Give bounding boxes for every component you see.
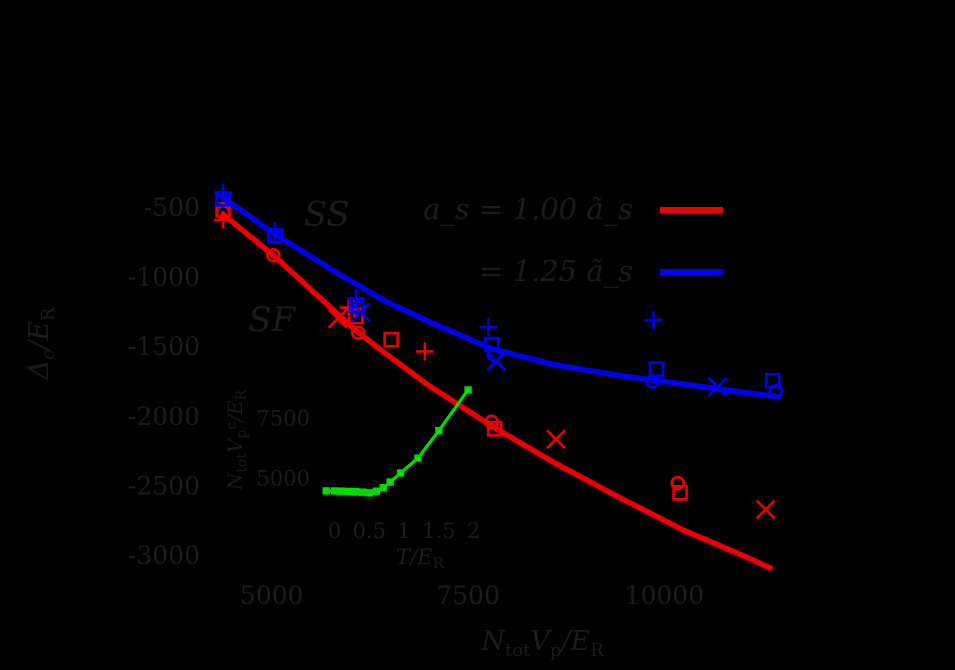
inset-y-tick-label: 7500 [257, 406, 310, 430]
main-x-axis-label: NtotVp/ER [404, 626, 664, 663]
marker-square [764, 372, 781, 389]
marker-circle [266, 248, 281, 263]
phase-annotations: SS SF [248, 194, 349, 340]
main-x-tick-labels: 5000 7500 10000 [240, 581, 704, 610]
svg-text:NtotVp/ER: NtotVp/ER [404, 626, 664, 663]
inset-x-tick-label: 1 [397, 519, 410, 543]
inset-marker [379, 484, 387, 492]
data-series-layer [214, 183, 784, 571]
inset-marker [365, 489, 374, 497]
inset-marker [396, 469, 405, 477]
phase-label-sf: SF [248, 300, 296, 340]
inset-marker [337, 487, 346, 495]
legend: a_s = 1.00 ã_s = 1.25 ã_s [423, 192, 723, 289]
inset-y-axis-label: NtotVpc/ER [223, 389, 250, 491]
inset-marker [372, 487, 380, 495]
marker-square [672, 485, 688, 501]
marker-cross [486, 351, 507, 372]
marker-square [347, 308, 364, 325]
marker-circle [350, 325, 366, 340]
y-tick-label: -2500 [128, 471, 200, 500]
legend-entry-red: a_s = 1.00 ã_s [423, 192, 723, 227]
inset-marker [464, 386, 472, 394]
inset-marker [435, 426, 443, 435]
legend-entry-blue: = 1.25 ã_s [479, 254, 723, 289]
x-tick-label: 10000 [625, 581, 705, 610]
inset-marker [330, 487, 339, 495]
legend-label: a_s = 1.00 ã_s [423, 192, 633, 227]
phase-label-ss: SS [304, 194, 350, 234]
inset-plot: 5000 7500 0 0.5 1 1.5 2 T/ER NtotVpc/ER [223, 386, 480, 572]
marker-cross [755, 499, 776, 520]
y-tick-label: -2000 [128, 402, 200, 431]
y-tick-label: -500 [144, 193, 200, 222]
main-y-axis-label: Δc/ER [24, 247, 61, 456]
inset-x-tick-label: 2 [467, 519, 480, 543]
marker-cross [546, 429, 566, 450]
inset-marker [414, 454, 422, 462]
series-line [220, 194, 781, 400]
inset-marker [386, 478, 394, 486]
marker-square [648, 361, 665, 377]
inset-marker [351, 487, 360, 496]
svg-text:Δc/ER: Δc/ER [24, 247, 61, 456]
inset-x-tick-label: 0.5 [353, 519, 386, 543]
legend-label: = 1.25 ã_s [479, 254, 633, 289]
inset-x-axis-label: T/ER [396, 545, 444, 572]
x-tick-label: 7500 [436, 581, 500, 610]
series-red [214, 202, 776, 571]
series-markers [214, 202, 776, 520]
marker-cross [327, 308, 348, 329]
series-line [220, 211, 774, 571]
inset-x-tick-label: 1.5 [422, 519, 455, 543]
marker-square [348, 297, 365, 314]
inset-marker [344, 487, 353, 496]
y-tick-label: -3000 [128, 541, 200, 570]
inset-x-tick-label: 0 [328, 519, 341, 543]
marker-cross [350, 302, 371, 323]
y-tick-label: -1500 [128, 332, 200, 361]
inset-marker [322, 487, 330, 495]
marker-square [383, 331, 399, 348]
series-blue [214, 183, 784, 400]
inset-y-tick-label: 5000 [257, 466, 310, 490]
marker-circle [670, 475, 686, 491]
main-y-tick-labels: -500 -1000 -1500 -2000 -2500 -3000 [128, 193, 200, 570]
inset-marker [358, 488, 367, 496]
y-tick-label: -1000 [128, 263, 200, 292]
x-tick-label: 5000 [240, 581, 304, 610]
